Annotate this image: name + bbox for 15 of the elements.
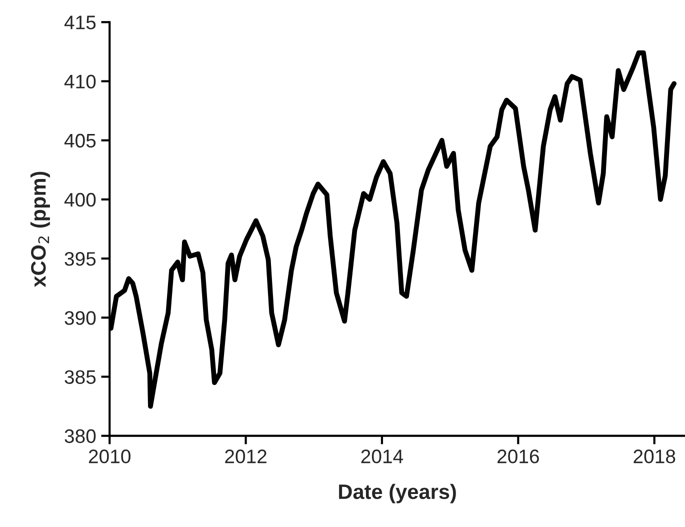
y-tick-label: 385 — [64, 370, 96, 384]
y-tick-label: 410 — [64, 74, 96, 88]
y-tick-label: 415 — [64, 16, 96, 30]
x-tick-label: 2016 — [498, 450, 539, 464]
y-tick-label: 380 — [64, 429, 96, 444]
x-tick-label: 2014 — [361, 450, 404, 464]
y-tick-label: 400 — [64, 192, 96, 207]
x-tick-label: 2018 — [634, 450, 676, 464]
x-tick-label: 2010 — [88, 450, 130, 464]
x-axis-title: Date (years) — [339, 484, 456, 504]
y-tick-label: 405 — [64, 134, 96, 148]
y-tick-label: 390 — [64, 311, 96, 325]
y-tick-label: 395 — [64, 252, 96, 266]
x-tick-label: 2012 — [225, 450, 266, 464]
y-axis-title: xCO$_{2}$ (ppm) — [30, 172, 50, 288]
